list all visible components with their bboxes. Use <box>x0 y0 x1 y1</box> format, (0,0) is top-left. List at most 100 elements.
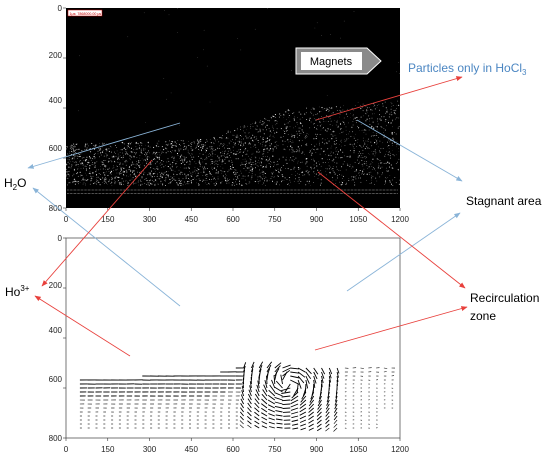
top-x-tick: 1050 <box>349 215 367 224</box>
particle <box>376 133 377 135</box>
velocity-vector <box>291 411 299 415</box>
particle <box>319 163 320 165</box>
particle <box>376 180 378 182</box>
particle <box>357 141 358 143</box>
particle <box>75 189 77 191</box>
particle <box>281 180 283 182</box>
particle <box>67 161 69 163</box>
particle <box>111 193 113 194</box>
particle <box>255 128 256 130</box>
bottom-plot: 0 150 300 450 600 750 900 1050 1200 0 20… <box>49 234 410 454</box>
particle <box>166 144 167 146</box>
particle <box>193 171 195 172</box>
particle <box>82 183 84 185</box>
particle <box>393 112 395 114</box>
particle <box>271 176 273 177</box>
particle <box>145 148 146 150</box>
particle <box>250 178 252 180</box>
particle <box>75 143 77 145</box>
particle <box>245 147 247 150</box>
particle <box>305 112 307 114</box>
particle <box>103 189 104 191</box>
particle <box>221 137 223 139</box>
particle <box>148 184 150 186</box>
particle <box>111 185 113 186</box>
particle <box>228 180 229 181</box>
particle <box>376 106 378 108</box>
particle <box>172 177 174 178</box>
particle <box>299 122 301 124</box>
particle <box>254 135 256 137</box>
particle <box>180 162 182 165</box>
particle <box>328 193 330 194</box>
particle <box>243 130 244 132</box>
particle <box>165 147 167 149</box>
particle <box>235 189 237 191</box>
particle <box>249 161 251 163</box>
particle <box>176 182 178 184</box>
particle <box>222 135 224 136</box>
particle <box>123 171 124 173</box>
particle <box>294 135 296 137</box>
particle <box>117 157 119 159</box>
velocity-vector <box>257 380 260 389</box>
particle <box>85 172 86 174</box>
particle <box>373 103 375 105</box>
particle <box>373 167 375 168</box>
particle <box>357 152 359 154</box>
particle <box>274 182 276 184</box>
particle <box>298 151 300 153</box>
particle <box>189 181 190 182</box>
particle <box>354 162 356 163</box>
particle <box>157 168 159 170</box>
particle <box>126 189 128 191</box>
particle <box>267 147 268 149</box>
particle <box>205 168 207 170</box>
particle <box>269 157 271 159</box>
particle <box>101 146 103 148</box>
particle <box>345 169 347 171</box>
particle <box>291 189 292 191</box>
particle <box>339 149 342 151</box>
particle <box>152 180 153 181</box>
particle <box>299 127 301 129</box>
particle <box>248 143 250 145</box>
velocity-vector <box>282 371 288 381</box>
particle <box>243 164 245 165</box>
particle <box>388 148 390 149</box>
particle <box>384 155 386 157</box>
particle <box>277 176 279 177</box>
particle <box>85 159 86 160</box>
particle <box>319 184 322 186</box>
particle <box>288 141 290 143</box>
particle <box>204 193 206 194</box>
particle <box>68 193 70 194</box>
particle <box>154 169 156 170</box>
particle <box>195 170 197 172</box>
particle <box>189 171 190 172</box>
particle <box>352 114 354 116</box>
particle <box>389 181 391 183</box>
particle <box>226 145 228 146</box>
particle <box>106 149 107 151</box>
particle <box>324 193 326 194</box>
particle <box>359 193 360 194</box>
velocity-vector <box>299 411 307 416</box>
top-x-tick: 150 <box>101 215 115 224</box>
particle <box>264 189 266 191</box>
particle <box>179 157 181 159</box>
particle <box>289 189 291 191</box>
particle <box>293 168 295 170</box>
particle <box>358 156 360 158</box>
velocity-vector <box>333 415 338 421</box>
particle <box>357 126 359 127</box>
particle <box>224 177 226 179</box>
particle <box>138 147 140 149</box>
particle <box>271 172 273 174</box>
particle <box>284 193 285 194</box>
particle <box>135 193 136 194</box>
particle <box>334 120 336 121</box>
particle <box>164 165 166 166</box>
particle <box>108 148 110 150</box>
particle <box>67 178 69 179</box>
